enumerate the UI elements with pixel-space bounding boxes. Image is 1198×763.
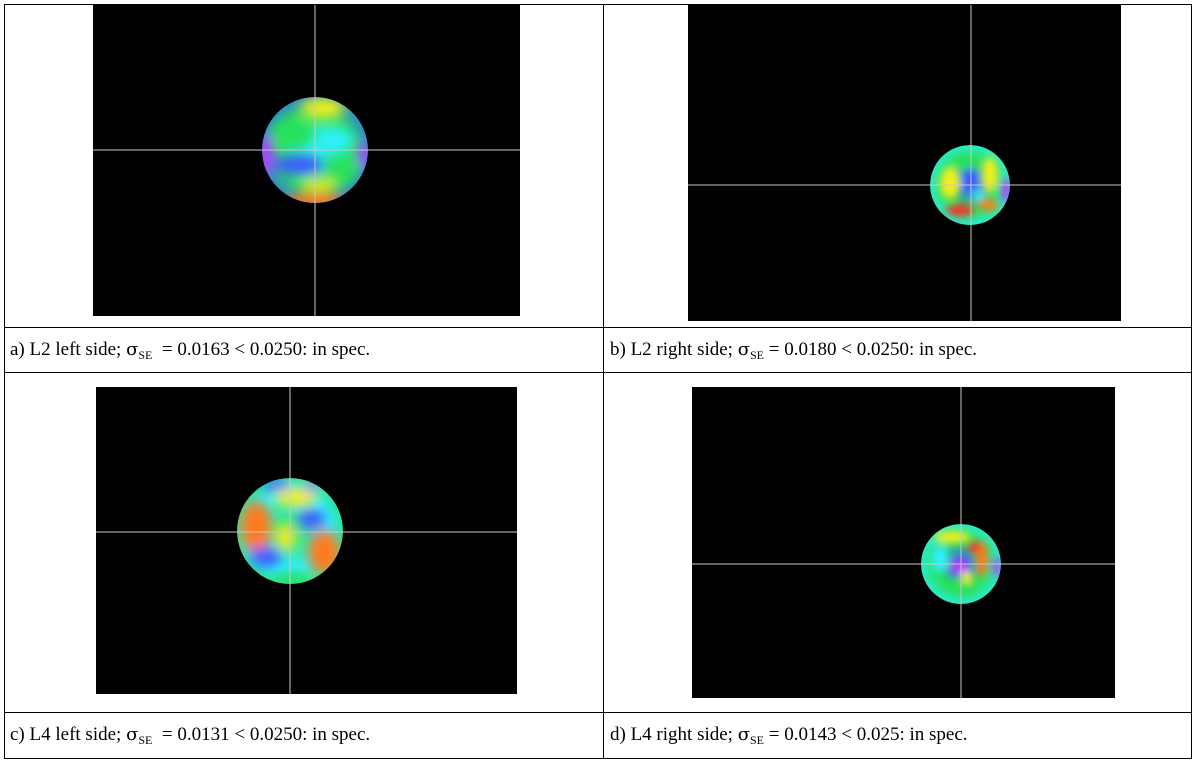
interferogram-image-a (93, 5, 520, 316)
caption-a: a) L2 left side; σSE = 0.0163 < 0.0250: … (10, 339, 370, 361)
interferogram-image-b (688, 5, 1121, 321)
caption-b: b) L2 right side; σSE = 0.0180 < 0.0250:… (610, 339, 977, 361)
table-border-right (1191, 4, 1192, 759)
interferogram-image-c (96, 387, 517, 694)
table-row-divider-3 (4, 712, 1192, 713)
interferogram-svg-a (93, 5, 520, 316)
interferogram-svg-b (688, 5, 1121, 321)
table-row-divider-1 (4, 327, 1192, 328)
table-border-top (4, 4, 1192, 5)
sigma-symbol-c: σ (126, 724, 139, 745)
sigma-symbol-b: σ (737, 339, 750, 360)
interferogram-image-d (692, 387, 1115, 698)
sigma-symbol-d: σ (737, 724, 750, 745)
caption-c: c) L4 left side; σSE = 0.0131 < 0.0250: … (10, 724, 370, 746)
sigma-subscript-b: SE (750, 348, 765, 362)
interferogram-svg-c (96, 387, 517, 694)
caption-d-suffix: = 0.0143 < 0.025: in spec. (764, 724, 968, 745)
caption-d: d) L4 right side; σSE = 0.0143 < 0.025: … (610, 724, 968, 746)
table-row-divider-2 (4, 372, 1192, 373)
sigma-subscript-c: SE (138, 733, 153, 747)
table-border-left (4, 4, 5, 759)
caption-a-prefix: a) L2 left side; (10, 339, 127, 360)
sigma-subscript-a: SE (138, 348, 153, 362)
caption-c-suffix: = 0.0131 < 0.0250: in spec. (152, 724, 371, 745)
table-border-bottom (4, 758, 1192, 759)
caption-a-suffix: = 0.0163 < 0.0250: in spec. (152, 339, 371, 360)
sigma-symbol-a: σ (126, 339, 139, 360)
caption-c-prefix: c) L4 left side; (10, 724, 127, 745)
caption-b-prefix: b) L2 right side; (610, 339, 738, 360)
table-column-divider (603, 4, 604, 759)
caption-b-suffix: = 0.0180 < 0.0250: in spec. (764, 339, 978, 360)
sigma-subscript-d: SE (750, 733, 765, 747)
interferogram-svg-d (692, 387, 1115, 698)
caption-d-prefix: d) L4 right side; (610, 724, 738, 745)
